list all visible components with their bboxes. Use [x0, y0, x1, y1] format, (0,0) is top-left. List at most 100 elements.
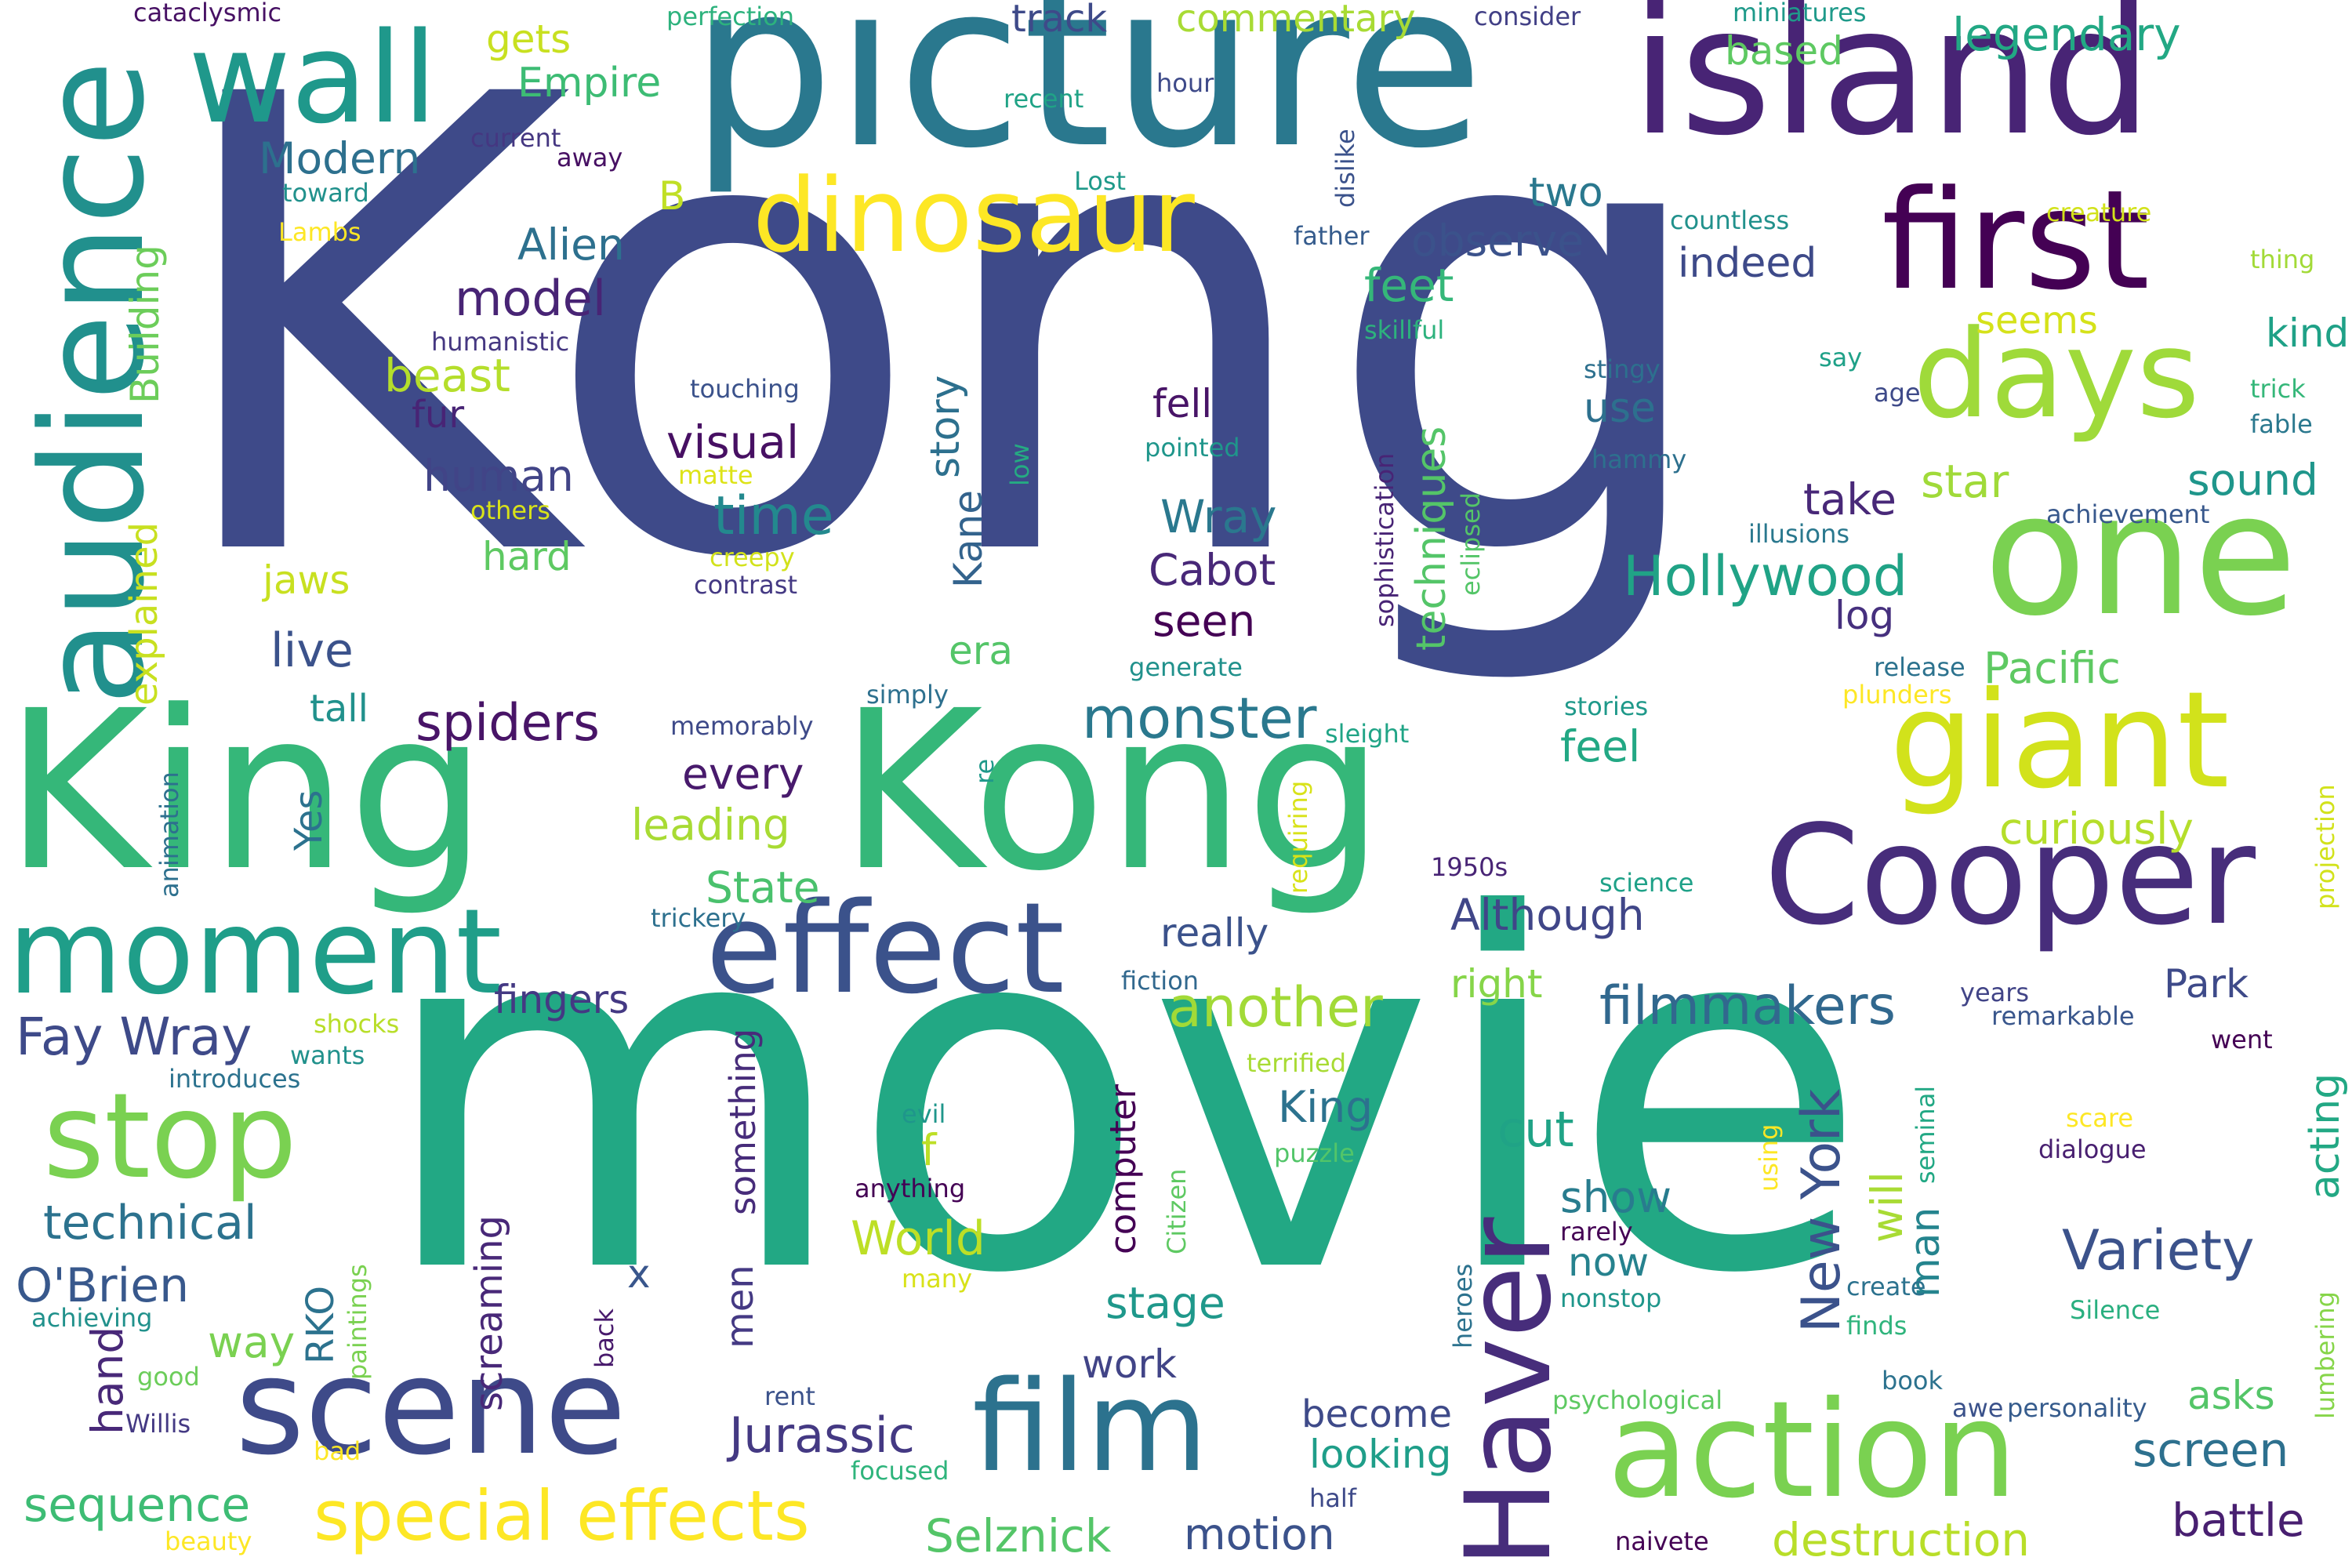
word-building: Building [122, 245, 168, 404]
word-screaming: screaming [467, 1214, 511, 1411]
word-visual: visual [666, 416, 800, 469]
word-motion: motion [1184, 1509, 1335, 1559]
word-work: work [1082, 1341, 1177, 1387]
word-stage: stage [1105, 1278, 1225, 1328]
word-eclipsed: eclipsed [1456, 492, 1486, 596]
word-trickery: trickery [651, 903, 746, 933]
word-spiders: spiders [416, 694, 601, 753]
word-way: way [208, 1317, 296, 1367]
word-wall: wall [188, 5, 437, 151]
word-battle: battle [2172, 1494, 2305, 1547]
word-awe: awe [1952, 1393, 2004, 1423]
word-seminal: seminal [1911, 1085, 1940, 1184]
word-memorably: memorably [670, 711, 814, 741]
word-effect: effect [706, 875, 1065, 1022]
word-sophistication: sophistication [1370, 452, 1399, 627]
word-moment: moment [8, 884, 503, 1021]
word-king-small: King [1278, 1082, 1374, 1132]
word-sound: sound [2187, 455, 2318, 505]
word-really: really [1160, 910, 1269, 956]
word-indeed: indeed [1678, 240, 1817, 287]
word-men: men [718, 1265, 762, 1348]
word-right: right [1450, 961, 1543, 1007]
word-looking: looking [1309, 1432, 1452, 1477]
word-nonstop: nonstop [1560, 1283, 1662, 1313]
word-variety: Variety [2062, 1218, 2255, 1283]
word-cooper: Cooper [1764, 797, 2256, 956]
word-fur: fur [412, 393, 465, 437]
word-shocks: shocks [314, 1009, 400, 1039]
word-commentary: commentary [1176, 0, 1416, 41]
word-leading: leading [631, 800, 790, 850]
word-say: say [1819, 343, 1863, 372]
word-star: star [1921, 455, 2009, 508]
word-bad: bad [314, 1436, 361, 1466]
word-plunders: plunders [1842, 680, 1952, 710]
word-1950s: 1950s [1431, 852, 1508, 882]
word-fable: fable [2250, 409, 2313, 439]
word-using: using [1754, 1123, 1784, 1192]
word-model: model [455, 270, 607, 327]
word-back: back [590, 1308, 619, 1368]
word-hammy: hammy [1592, 445, 1687, 474]
word-techniques: techniques [1408, 426, 1455, 651]
word-dinosaur: dinosaur [753, 156, 1195, 275]
word-pointed: pointed [1145, 433, 1240, 463]
word-generate: generate [1129, 652, 1243, 682]
word-went: went [2211, 1025, 2273, 1054]
word-alien: Alien [517, 220, 625, 270]
word-focused: focused [851, 1456, 949, 1486]
word-feet: feet [1364, 259, 1454, 312]
word-good: good [137, 1362, 200, 1392]
word-use: use [1584, 385, 1657, 432]
word-live: live [270, 623, 354, 678]
word-years: years [1960, 978, 2030, 1007]
word-consider: consider [1474, 2, 1581, 31]
word-requiring: requiring [1283, 780, 1313, 894]
word-others: others [470, 495, 550, 525]
word-toward: toward [282, 178, 369, 208]
word-modern: Modern [259, 133, 421, 183]
word-special-effects: special effects [314, 1475, 810, 1556]
word-every: every [682, 749, 804, 799]
word-king-1: King [4, 664, 488, 920]
word-destruction: destruction [1772, 1513, 2031, 1566]
word-become: become [1301, 1392, 1453, 1436]
word-dislike: dislike [1330, 129, 1360, 208]
word-scene: scene [235, 1330, 626, 1485]
word-technical: technical [43, 1196, 257, 1250]
word-beauty: beauty [165, 1526, 252, 1556]
word-remarkable: remarkable [1991, 1001, 2135, 1031]
word-acting: acting [2302, 1073, 2349, 1200]
word-story: story [922, 375, 969, 478]
word-paintings: paintings [343, 1264, 372, 1380]
word-rent: rent [764, 1381, 815, 1411]
word-father: father [1294, 221, 1370, 251]
word-dialogue: dialogue [2038, 1134, 2147, 1164]
word-f: f [921, 1125, 937, 1175]
word-jaws: jaws [263, 557, 350, 603]
word-seems: seems [1976, 299, 2098, 343]
word-personality: personality [2007, 1393, 2147, 1423]
word-one: one [1984, 456, 2298, 653]
word-terrified: terrified [1247, 1048, 1347, 1078]
word-wray: Wray [1160, 490, 1277, 543]
word-illusions: illusions [1748, 519, 1850, 549]
word-away: away [557, 143, 623, 172]
word-two: two [1529, 169, 1603, 216]
word-cabot: Cabot [1149, 545, 1276, 595]
word-fiction: fiction [1121, 966, 1200, 996]
word-silence: Silence [2070, 1295, 2161, 1325]
word-explained: explained [122, 521, 166, 706]
word-many: many [902, 1264, 972, 1294]
word-something: something [722, 1028, 764, 1215]
word-kind: kind [2266, 310, 2350, 356]
word-stories: stories [1564, 691, 1649, 721]
word-hour: hour [1156, 68, 1214, 98]
word-simply: simply [866, 680, 949, 710]
word-projection: projection [2310, 784, 2340, 909]
word-park: Park [2164, 961, 2249, 1007]
word-low: low [1005, 443, 1035, 486]
word-lumbering: lumbering [2310, 1291, 2340, 1419]
word-island: island [1631, 0, 2153, 175]
